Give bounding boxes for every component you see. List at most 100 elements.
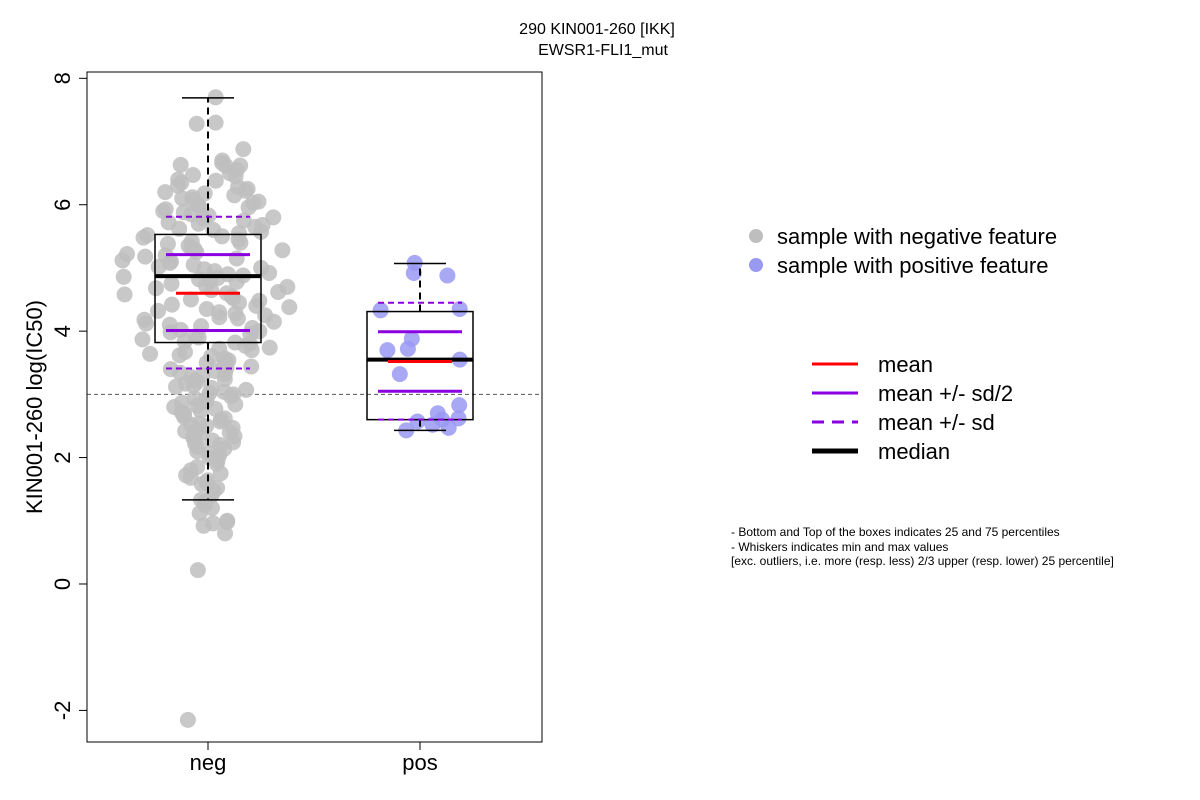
- neg-point: [217, 525, 233, 542]
- neg-point: [211, 309, 228, 326]
- neg-point: [212, 413, 229, 430]
- y-tick-label: 4: [50, 325, 75, 337]
- group-neg: [114, 89, 298, 728]
- neg-point: [193, 476, 210, 493]
- neg-point: [162, 324, 179, 341]
- pos-point: [439, 267, 456, 284]
- neg-point: [190, 329, 207, 346]
- neg-point: [226, 187, 243, 204]
- neg-point: [171, 347, 188, 364]
- chart-subtitle: EWSR1-FLI1_mut: [538, 42, 668, 59]
- neg-point: [163, 275, 180, 292]
- legend-neg-label: sample with negative feature: [777, 224, 1057, 249]
- neg-point: [195, 517, 212, 534]
- neg-point: [212, 465, 229, 482]
- note-line-3: [exc. outliers, i.e. more (resp. less) 2…: [731, 554, 1114, 568]
- neg-point: [168, 378, 184, 395]
- y-tick-label: 2: [50, 451, 75, 463]
- neg-point: [243, 342, 260, 359]
- y-axis-label: KIN001-260 log(IC50): [22, 300, 47, 514]
- neg-point: [171, 220, 188, 237]
- y-tick-label: -2: [50, 701, 75, 721]
- legend-mean-label: mean: [878, 352, 933, 377]
- neg-point: [115, 268, 132, 285]
- plot-area: [87, 89, 542, 728]
- neg-point: [114, 252, 131, 269]
- pos-point: [424, 416, 441, 433]
- legend-median-label: median: [878, 439, 950, 464]
- legend-pos-marker: [749, 258, 763, 272]
- neg-point: [229, 310, 246, 327]
- neg-point: [274, 242, 291, 259]
- neg-point: [135, 229, 152, 246]
- neg-point: [137, 248, 154, 265]
- neg-point: [190, 215, 207, 232]
- y-tick-label: 8: [50, 72, 75, 84]
- group-pos: [366, 254, 474, 439]
- neg-box: [154, 233, 262, 344]
- pos-point: [399, 340, 416, 357]
- neg-point: [150, 258, 167, 275]
- neg-point: [179, 711, 196, 728]
- neg-point: [232, 234, 249, 251]
- neg-point: [261, 265, 278, 281]
- neg-point: [281, 299, 298, 316]
- neg-point: [270, 284, 287, 300]
- legend-half-sd-label: mean +/- sd/2: [878, 381, 1013, 406]
- neg-point: [169, 177, 186, 194]
- neg-point: [189, 443, 206, 460]
- note-line-2: - Whiskers indicates min and max values: [731, 540, 948, 554]
- legend-lines: mean mean +/- sd/2 mean +/- sd median: [812, 352, 1013, 464]
- note-line-1: - Bottom and Top of the boxes indicates …: [731, 525, 1060, 539]
- neg-point: [243, 358, 260, 375]
- neg-point: [134, 331, 151, 348]
- neg-point: [203, 282, 220, 299]
- neg-point: [216, 371, 233, 388]
- neg-point: [172, 156, 189, 173]
- neg-point: [207, 114, 224, 131]
- neg-point: [157, 184, 174, 201]
- neg-point: [163, 296, 180, 313]
- neg-point: [207, 172, 224, 189]
- y-tick-label: 0: [50, 578, 75, 590]
- neg-point: [138, 315, 155, 332]
- pos-point: [391, 366, 408, 383]
- neg-point: [185, 377, 202, 394]
- neg-point: [185, 167, 201, 183]
- x-tick-label-neg: neg: [190, 750, 227, 775]
- chart-title: 290 KIN001-260 [IKK]: [519, 21, 675, 38]
- neg-point: [238, 381, 255, 398]
- neg-point: [191, 505, 208, 522]
- pos-point: [451, 397, 468, 414]
- neg-point: [240, 199, 257, 216]
- legend-sd-label: mean +/- sd: [878, 410, 995, 435]
- x-tick-label-pos: pos: [402, 750, 437, 775]
- neg-point: [188, 115, 205, 132]
- legend-points: sample with negative feature sample with…: [749, 224, 1057, 278]
- neg-point: [214, 228, 230, 245]
- y-tick-label: 6: [50, 199, 75, 211]
- pos-point: [440, 419, 457, 436]
- pos-point: [372, 302, 389, 319]
- neg-point: [253, 223, 269, 240]
- neg-point: [261, 339, 278, 356]
- neg-point: [182, 291, 199, 308]
- neg-point: [148, 280, 164, 297]
- axes: -2 0 2 4 6 8 neg pos: [50, 72, 438, 775]
- legend-pos-label: sample with positive feature: [777, 253, 1048, 278]
- neg-point: [189, 562, 206, 579]
- neg-point: [235, 141, 252, 158]
- neg-point: [227, 396, 244, 413]
- neg-point: [116, 286, 133, 303]
- legend-neg-marker: [749, 229, 763, 243]
- neg-point: [150, 302, 166, 319]
- pos-point: [379, 342, 396, 359]
- neg-point: [198, 301, 215, 317]
- neg-point: [142, 345, 159, 362]
- neg-point: [204, 500, 220, 517]
- footnotes: - Bottom and Top of the boxes indicates …: [731, 525, 1114, 568]
- neg-point: [192, 402, 209, 419]
- pos-point: [451, 301, 468, 317]
- neg-point: [228, 250, 245, 267]
